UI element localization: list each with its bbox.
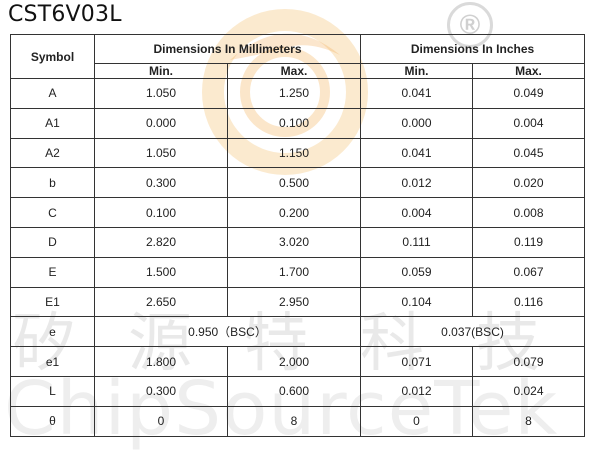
page-title: CST6V03L xyxy=(8,2,122,27)
cell-in-min: 0.059 xyxy=(360,256,474,288)
cell-in-max: 0.119 xyxy=(472,226,586,258)
table-row: A 1.050 1.250 0.041 0.049 xyxy=(10,78,586,109)
cell-symbol: e xyxy=(10,316,95,348)
cell-symbol: A1 xyxy=(10,107,95,139)
cell-in-bsc: 0.037(BSC) xyxy=(360,316,586,348)
cell-in-min: 0.111 xyxy=(360,226,474,258)
cell-in-max: 8 xyxy=(472,405,586,437)
cell-mm-max: 1.150 xyxy=(226,137,362,169)
cell-mm-max: 2.950 xyxy=(226,286,362,318)
dimensions-table: Symbol Dimensions In Millimeters Dimensi… xyxy=(10,34,586,437)
cell-in-max: 0.079 xyxy=(472,346,586,377)
cell-in-min: 0.012 xyxy=(360,167,474,199)
cell-in-min: 0.000 xyxy=(360,107,474,139)
cell-mm-max: 0.100 xyxy=(226,107,362,139)
cell-symbol: E1 xyxy=(10,286,95,318)
cell-mm-max: 0.600 xyxy=(226,375,362,407)
header-mm-max: Max. xyxy=(226,63,362,79)
header-in-min: Min. xyxy=(360,63,474,79)
cell-mm-max: 3.020 xyxy=(226,226,362,258)
cell-symbol: b xyxy=(10,167,95,199)
header-inches: Dimensions In Inches xyxy=(360,34,586,64)
header-mm-min: Min. xyxy=(94,63,228,79)
cell-in-max: 0.116 xyxy=(472,286,586,318)
cell-symbol: A xyxy=(10,78,95,109)
cell-mm-min: 0.100 xyxy=(94,197,228,228)
cell-mm-min: 1.500 xyxy=(94,256,228,288)
cell-mm-min: 0 xyxy=(94,405,228,437)
table-row: D 2.820 3.020 0.111 0.119 xyxy=(10,226,586,258)
cell-in-min: 0.041 xyxy=(360,78,474,109)
table-row: E1 2.650 2.950 0.104 0.116 xyxy=(10,286,586,318)
cell-in-min: 0.012 xyxy=(360,375,474,407)
cell-in-min: 0.041 xyxy=(360,137,474,169)
table-row: E 1.500 1.700 0.059 0.067 xyxy=(10,256,586,288)
cell-in-max: 0.067 xyxy=(472,256,586,288)
cell-symbol: L xyxy=(10,375,95,407)
table-row: b 0.300 0.500 0.012 0.020 xyxy=(10,167,586,199)
cell-symbol: A2 xyxy=(10,137,95,169)
cell-mm-max: 0.200 xyxy=(226,197,362,228)
cell-mm-min: 2.650 xyxy=(94,286,228,318)
table-row: C 0.100 0.200 0.004 0.008 xyxy=(10,197,586,228)
cell-in-min: 0.004 xyxy=(360,197,474,228)
cell-in-max: 0.020 xyxy=(472,167,586,199)
header-symbol: Symbol xyxy=(10,34,95,79)
table-row: e1 1.800 2.000 0.071 0.079 xyxy=(10,346,586,377)
cell-symbol: E xyxy=(10,256,95,288)
table-row: A1 0.000 0.100 0.000 0.004 xyxy=(10,107,586,139)
cell-mm-bsc: 0.950（BSC） xyxy=(93,316,362,348)
cell-symbol: e1 xyxy=(10,346,95,377)
cell-in-max: 0.049 xyxy=(472,78,586,109)
table-row: L 0.300 0.600 0.012 0.024 xyxy=(10,375,586,407)
cell-symbol: θ xyxy=(10,405,95,437)
table-row: A2 1.050 1.150 0.041 0.045 xyxy=(10,137,586,169)
cell-mm-min: 0.000 xyxy=(94,107,228,139)
table-row: e 0.950（BSC） 0.037(BSC) xyxy=(10,316,586,348)
cell-in-min: 0 xyxy=(360,405,474,437)
cell-mm-max: 8 xyxy=(226,405,362,437)
cell-mm-min: 1.050 xyxy=(94,137,228,169)
cell-symbol: D xyxy=(10,226,95,258)
cell-mm-min: 2.820 xyxy=(94,226,228,258)
cell-mm-min: 0.300 xyxy=(94,375,228,407)
table-row: θ 0 8 0 8 xyxy=(10,405,586,437)
cell-mm-max: 0.500 xyxy=(226,167,362,199)
cell-in-max: 0.004 xyxy=(472,107,586,139)
cell-mm-min: 1.800 xyxy=(94,346,228,377)
cell-symbol: C xyxy=(10,197,95,228)
cell-in-max: 0.024 xyxy=(472,375,586,407)
cell-in-max: 0.045 xyxy=(472,137,586,169)
header-in-max: Max. xyxy=(472,63,586,79)
cell-mm-min: 1.050 xyxy=(94,78,228,109)
cell-in-min: 0.104 xyxy=(360,286,474,318)
cell-mm-min: 0.300 xyxy=(94,167,228,199)
cell-in-max: 0.008 xyxy=(472,197,586,228)
cell-mm-max: 2.000 xyxy=(226,346,362,377)
cell-mm-max: 1.700 xyxy=(226,256,362,288)
header-millimeters: Dimensions In Millimeters xyxy=(93,34,362,64)
cell-mm-max: 1.250 xyxy=(226,78,362,109)
cell-in-min: 0.071 xyxy=(360,346,474,377)
